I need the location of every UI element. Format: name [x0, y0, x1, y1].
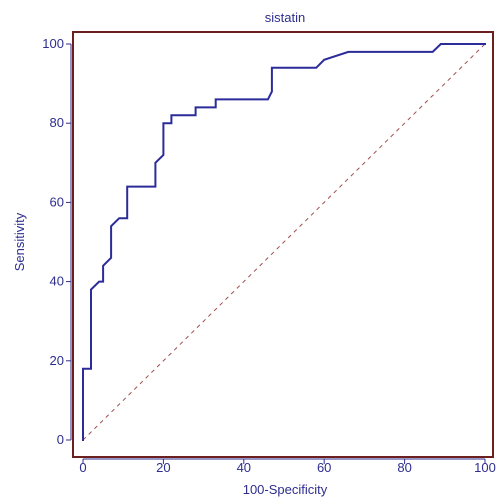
plot-frame [72, 31, 494, 458]
y-tick-label: 60 [50, 194, 64, 209]
y-tick-label: 80 [50, 115, 64, 130]
x-tick-label: 100 [474, 460, 496, 475]
plot-area: 0 20 40 60 80 100 0 20 40 60 80 100 [42, 31, 496, 475]
reference-diagonal-line [82, 43, 486, 441]
x-tick-label: 60 [317, 460, 331, 475]
x-tick-label: 0 [79, 460, 86, 475]
x-axis-label: 100-Specificity [243, 482, 328, 497]
y-tick-label: 100 [42, 36, 64, 51]
x-tick-label: 40 [237, 460, 251, 475]
roc-curve-line [82, 43, 486, 441]
y-tick-label: 40 [50, 274, 64, 289]
y-tick-label: 20 [50, 353, 64, 368]
y-tick-label: 0 [57, 432, 64, 447]
chart-title: sistatin [265, 10, 305, 25]
y-axis-label: Sensitivity [12, 212, 27, 271]
x-tick-label: 80 [397, 460, 411, 475]
x-tick-label: 20 [156, 460, 170, 475]
